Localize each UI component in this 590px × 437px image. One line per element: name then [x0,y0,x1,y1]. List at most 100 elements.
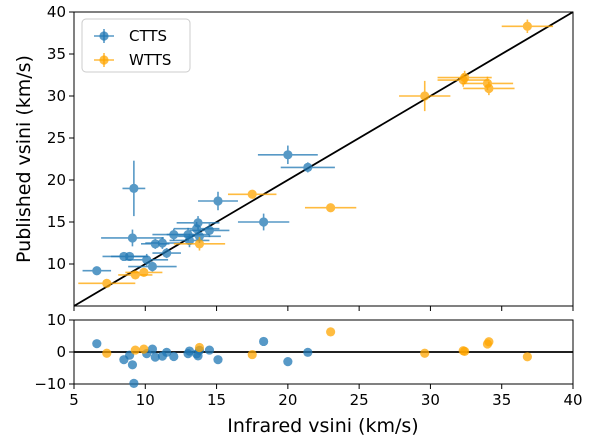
one-to-one-line [73,11,574,307]
wtts-point [399,80,451,112]
ctts-point [257,145,318,165]
main-data-points [78,19,554,288]
wtts-residual-point [102,348,112,358]
ctts-residual-point [259,336,269,347]
marker [522,21,532,31]
ctts-residual-point [92,339,102,349]
ctts-residual-point [147,344,158,354]
wtts-residual-point [460,346,470,356]
legend-entry: CTTS [94,27,167,45]
marker [193,218,203,228]
legend-label: CTTS [129,27,167,45]
ctts-residual-point [162,347,172,357]
y-tick-label: 25 [47,129,66,147]
marker [326,203,336,213]
marker [247,189,257,199]
legend-marker [99,55,109,65]
ctts-point [125,253,169,266]
ctts-residual-point [204,345,215,355]
marker [194,231,205,241]
marker [420,91,430,101]
marker [283,150,293,160]
wtts-point [437,70,492,85]
wtts-point [463,81,515,96]
y-tick-label: 30 [47,87,66,105]
residual-y-ticks: −10 0 10 [34,311,74,393]
ctts-residual-point [213,355,223,365]
x-tick-label: 20 [278,391,297,409]
main-reference-lines [73,11,574,307]
ctts-residual-point [150,352,160,362]
wtts-residual-point [139,344,149,354]
ctts-residual-point [127,360,138,370]
ctts-residual-point [303,347,313,357]
wtts-residual-point [522,352,532,362]
wtts-residual-point [484,337,494,347]
ctts-point [280,162,335,173]
y-tick-label: 20 [47,171,66,189]
marker [162,248,172,258]
residual-data-points [92,327,532,388]
marker [92,266,102,276]
x-tick-label: 30 [421,391,440,409]
ctts-residual-point [184,346,195,356]
y-tick-label: 35 [47,45,66,63]
x-tick-label: 35 [492,391,511,409]
marker [460,72,470,83]
wtts-residual-point [247,349,257,360]
ctts-residual-point [129,378,139,388]
ctts-point [101,229,164,247]
legend-entry: WTTS [94,51,171,69]
wtts-point [173,237,226,251]
x-axis-label: Infrared vsini (km/s) [227,415,418,437]
main-plot: 10 15 20 25 30 35 40 Published vsini (km/s) [13,3,574,307]
wtts-residual-point [130,345,140,355]
marker [303,162,313,172]
marker [127,233,138,243]
ctts-point [237,213,290,231]
wtts-residual-point [420,348,430,358]
ctts-residual-point [283,357,293,367]
legend: CTTS WTTS [81,18,191,73]
marker [125,251,135,262]
marker [184,235,195,246]
residual-y-tick-label: 0 [56,343,66,361]
marker [139,267,149,277]
marker [102,278,112,288]
ctts-point [111,251,149,262]
marker [157,238,167,248]
main-y-axis-label: Published vsini (km/s) [13,55,35,263]
marker [129,183,139,193]
residual-y-tick-label: −10 [34,375,66,393]
marker [150,239,160,249]
ctts-point [122,160,146,217]
ctts-point [152,248,181,259]
y-tick-label: 15 [47,213,66,231]
main-plot-frame [73,11,574,307]
legend-frame [81,18,191,73]
marker [147,261,158,272]
wtts-point [501,19,554,33]
x-tick-label: 5 [69,391,79,409]
wtts-point [125,267,163,277]
wtts-point [227,189,277,199]
marker [194,239,205,249]
y-tick-label: 40 [47,3,66,21]
marker [142,255,152,265]
x-tick-label: 25 [350,391,369,409]
marker [484,83,494,94]
ctts-point [176,216,220,230]
ctts-residual-point [169,351,179,362]
marker [204,225,215,235]
legend-label: WTTS [129,51,171,69]
ctts-point [189,223,230,238]
wtts-point [304,203,357,213]
wtts-residual-point [194,342,205,353]
ctts-point [145,237,180,249]
ctts-point [82,266,112,276]
residual-y-tick-label: 10 [47,311,66,329]
marker [213,196,223,206]
x-tick-label: 15 [207,391,226,409]
ctts-point [178,229,221,243]
